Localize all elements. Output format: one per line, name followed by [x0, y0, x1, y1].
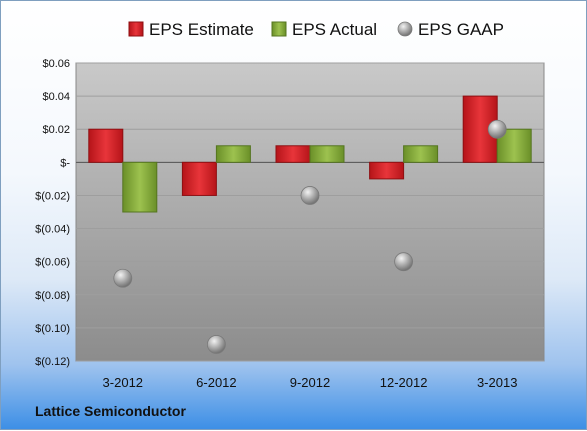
y-tick-label: $- — [60, 157, 70, 169]
eps-gaap-marker — [487, 119, 507, 139]
eps-actual-bar — [122, 161, 158, 213]
legend: EPS Estimate EPS Actual EPS GAAP — [128, 20, 504, 39]
gridlines — [76, 62, 544, 362]
eps-estimate-bar — [275, 145, 311, 163]
y-tick-label: $(0.02) — [35, 190, 70, 202]
y-tick-label: $(0.12) — [35, 356, 70, 368]
legend-label: EPS GAAP — [418, 20, 504, 39]
y-tick-label: $(0.06) — [35, 257, 70, 269]
gaap-markers — [113, 119, 507, 354]
x-axis-categories: 3-2012 6-2012 9-2012 12-2012 3-2013 — [103, 375, 518, 390]
y-tick-label: $(0.10) — [35, 323, 70, 335]
x-category-label: 9-2012 — [290, 375, 330, 390]
legend-label: EPS Actual — [292, 20, 377, 39]
eps-actual-bar — [309, 145, 345, 163]
y-tick-label: $0.02 — [42, 124, 70, 136]
x-category-label: 6-2012 — [196, 375, 236, 390]
y-tick-label: $0.06 — [42, 58, 70, 70]
eps-actual-bar — [403, 145, 439, 163]
bars — [88, 95, 532, 213]
eps-estimate-bar — [88, 128, 124, 163]
y-tick-label: $0.04 — [42, 91, 70, 103]
eps-gaap-marker — [113, 268, 133, 288]
eps-gaap-marker — [300, 186, 320, 205]
y-tick-label: $(0.08) — [35, 290, 70, 302]
legend-estimate-swatch — [128, 21, 144, 37]
legend-gaap-swatch — [397, 21, 413, 37]
eps-actual-bar — [215, 145, 251, 163]
x-category-label: 3-2013 — [477, 375, 517, 390]
legend-label: EPS Estimate — [149, 20, 254, 39]
eps-estimate-bar — [369, 161, 405, 180]
y-axis-ticks: $0.06 $0.04 $0.02 $- $(0.02) $(0.04) $(0.06) $(… — [35, 58, 70, 368]
x-category-label: 3-2012 — [103, 375, 143, 390]
eps-gaap-marker — [206, 335, 226, 354]
company-name: Lattice Semiconductor — [35, 403, 186, 419]
x-category-label: 12-2012 — [380, 375, 428, 390]
y-tick-label: $(0.04) — [35, 224, 70, 236]
eps-estimate-bar — [181, 161, 217, 196]
legend-actual-swatch — [271, 21, 287, 37]
eps-gaap-marker — [394, 252, 414, 272]
